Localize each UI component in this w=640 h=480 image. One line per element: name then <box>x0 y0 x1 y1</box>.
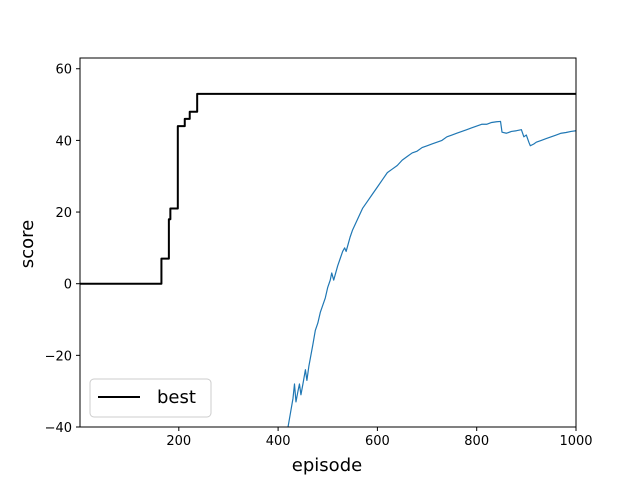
series-line-series-2 <box>287 120 576 427</box>
x-tick-label: 400 <box>266 434 291 449</box>
x-tick-label: 600 <box>365 434 390 449</box>
x-axis-label: episode <box>292 455 362 476</box>
plot-frame <box>79 57 577 428</box>
x-tick-label: 800 <box>464 434 489 449</box>
y-tick-label: 60 <box>55 63 72 78</box>
axes: 200 400 600 800 1000 −40 −20 0 20 40 60 <box>45 57 593 449</box>
series-line-best <box>80 92 576 285</box>
plot-area <box>80 92 576 427</box>
y-tick-label: −20 <box>45 349 72 364</box>
y-tick-label: 20 <box>55 206 72 221</box>
legend: best <box>89 378 212 418</box>
legend-label-best: best <box>157 387 196 408</box>
y-tick-label: −40 <box>45 421 72 436</box>
y-tick-label: 0 <box>64 278 72 293</box>
y-axis-label: score <box>17 220 38 268</box>
x-tick-label: 1000 <box>559 434 592 449</box>
legend-box <box>89 378 212 418</box>
x-tick-label: 200 <box>166 434 191 449</box>
y-tick-label: 40 <box>55 134 72 149</box>
